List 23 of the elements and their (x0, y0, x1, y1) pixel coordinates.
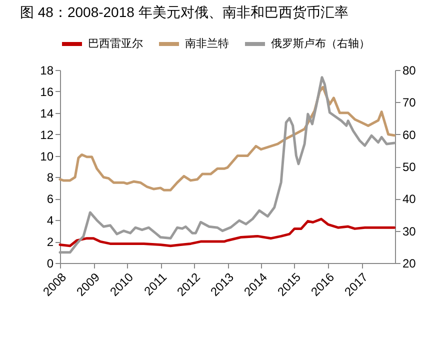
y-tick-label: 6 (46, 192, 54, 206)
y-tick-label: 16 (40, 84, 54, 99)
y2-tick-label: 30 (402, 224, 416, 238)
y2-tick-label: 80 (402, 64, 416, 78)
y2-tick-label: 60 (402, 128, 416, 142)
y-tick-label: 10 (40, 149, 54, 164)
legend-label: 俄罗斯卢布（右轴） (271, 37, 370, 50)
chart-title: 图 48：2008-2018 年美元对俄、南非和巴西货币汇率 (20, 4, 348, 20)
y2-tick-label: 50 (402, 160, 416, 174)
y-tick-label: 18 (40, 64, 54, 78)
y2-tick-label: 70 (402, 96, 416, 110)
y-tick-label: 2 (46, 235, 54, 250)
line-series (58, 218, 396, 248)
line-series (58, 76, 396, 254)
legend-label: 南非兰特 (185, 37, 229, 50)
y-tick-label: 4 (46, 214, 54, 228)
y-tick-label: 0 (46, 256, 54, 270)
y2-tick-label: 20 (402, 256, 416, 270)
y-tick-label: 12 (40, 128, 54, 142)
y2-tick-label: 40 (402, 192, 416, 206)
y-tick-label: 14 (40, 106, 54, 120)
legend-label: 巴西雷亚尔 (88, 38, 143, 50)
y-tick-label: 8 (46, 170, 54, 185)
